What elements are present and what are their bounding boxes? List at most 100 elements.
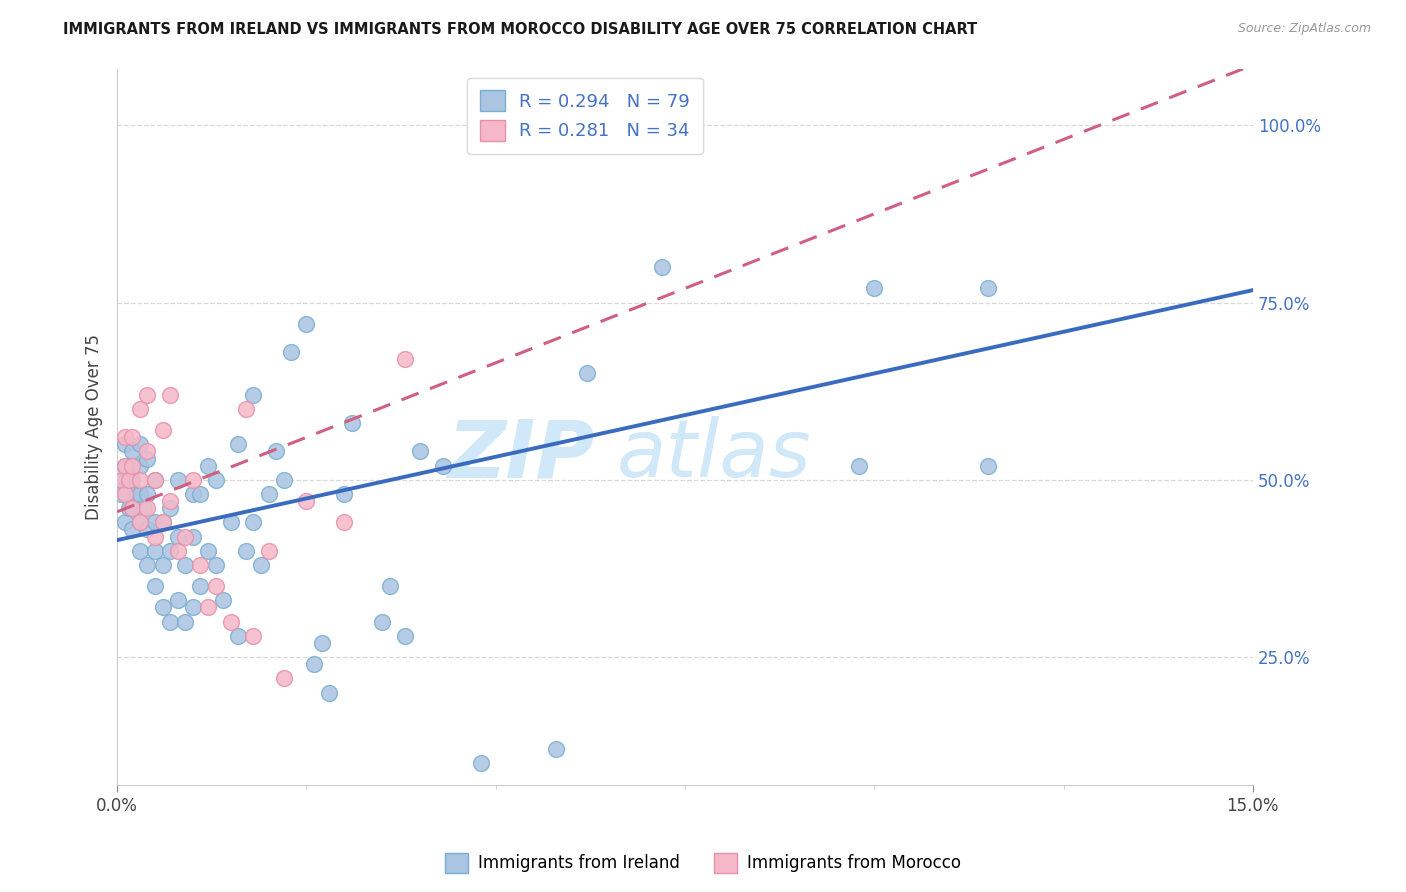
Point [136, 501, 159, 516]
Point [143, 516, 166, 530]
Point [152, 423, 174, 437]
Text: IMMIGRANTS FROM IRELAND VS IMMIGRANTS FROM MOROCCO DISABILITY AGE OVER 75 CORREL: IMMIGRANTS FROM IRELAND VS IMMIGRANTS FR… [63, 22, 977, 37]
Point [166, 543, 188, 558]
Point [197, 543, 219, 558]
Point [546, 742, 568, 756]
Point [143, 473, 166, 487]
Point [143, 530, 166, 544]
Point [977, 458, 1000, 473]
Point [136, 523, 159, 537]
Point [264, 444, 287, 458]
Point [114, 430, 136, 444]
Point [117, 501, 139, 516]
Point [242, 629, 264, 643]
Point [295, 317, 318, 331]
Point [129, 473, 152, 487]
Point [136, 444, 159, 458]
Point [250, 558, 273, 572]
Point [166, 473, 188, 487]
Point [166, 530, 188, 544]
Point [114, 458, 136, 473]
Point [848, 458, 870, 473]
Point [242, 516, 264, 530]
Point [121, 501, 143, 516]
Point [235, 401, 257, 416]
Point [575, 367, 598, 381]
Point [121, 501, 143, 516]
Point [166, 593, 188, 607]
Point [242, 388, 264, 402]
Point [190, 487, 212, 501]
Point [143, 543, 166, 558]
Point [114, 516, 136, 530]
Point [174, 615, 197, 629]
Point [181, 530, 204, 544]
Point [394, 629, 416, 643]
Point [132, 501, 155, 516]
Point [190, 579, 212, 593]
Point [136, 558, 159, 572]
Point [302, 657, 325, 672]
Point [136, 451, 159, 466]
Point [129, 543, 152, 558]
Point [197, 458, 219, 473]
Text: ZIP: ZIP [447, 417, 595, 494]
Point [152, 516, 174, 530]
Point [863, 281, 886, 295]
Point [121, 430, 143, 444]
Point [409, 444, 432, 458]
Point [152, 600, 174, 615]
Legend: Immigrants from Ireland, Immigrants from Morocco: Immigrants from Ireland, Immigrants from… [439, 847, 967, 880]
Point [121, 523, 143, 537]
Point [129, 437, 152, 451]
Legend: R = 0.294   N = 79, R = 0.281   N = 34: R = 0.294 N = 79, R = 0.281 N = 34 [467, 78, 703, 153]
Point [143, 579, 166, 593]
Point [318, 685, 340, 699]
Point [181, 600, 204, 615]
Point [159, 388, 181, 402]
Point [159, 543, 181, 558]
Point [121, 444, 143, 458]
Point [333, 516, 356, 530]
Point [190, 558, 212, 572]
Point [378, 579, 401, 593]
Point [235, 543, 257, 558]
Point [219, 615, 242, 629]
Point [114, 458, 136, 473]
Point [219, 516, 242, 530]
Point [121, 458, 143, 473]
Point [159, 501, 181, 516]
Point [181, 487, 204, 501]
Point [125, 487, 148, 501]
Point [295, 494, 318, 508]
Point [560, 118, 582, 132]
Point [121, 473, 143, 487]
Point [257, 543, 280, 558]
Point [280, 345, 302, 359]
Text: atlas: atlas [617, 417, 811, 494]
Point [575, 118, 598, 132]
Point [257, 487, 280, 501]
Point [371, 615, 394, 629]
Point [152, 558, 174, 572]
Point [174, 558, 197, 572]
Point [651, 260, 673, 274]
Point [228, 437, 250, 451]
Point [159, 494, 181, 508]
Point [159, 615, 181, 629]
Point [129, 401, 152, 416]
Point [228, 629, 250, 643]
Point [212, 593, 235, 607]
Point [333, 487, 356, 501]
Point [143, 473, 166, 487]
Point [129, 487, 152, 501]
Point [204, 558, 226, 572]
Point [110, 473, 132, 487]
Point [174, 530, 197, 544]
Point [181, 473, 204, 487]
Point [114, 437, 136, 451]
Point [394, 352, 416, 367]
Point [129, 458, 152, 473]
Point [152, 516, 174, 530]
Point [114, 487, 136, 501]
